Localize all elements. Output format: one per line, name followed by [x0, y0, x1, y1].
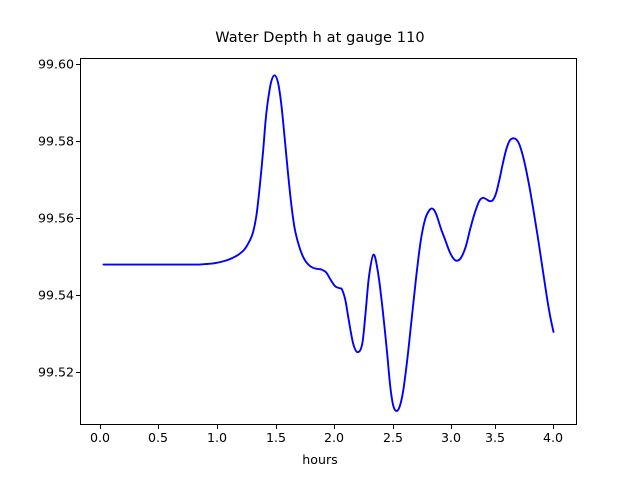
x-axis-tick-mark	[217, 425, 219, 429]
x-axis-tick-label: 3.0	[440, 430, 462, 445]
x-axis-tick-mark	[393, 425, 395, 429]
y-axis-tick-label: 99.54	[37, 287, 74, 303]
x-axis-tick-label: 2.5	[382, 430, 404, 445]
x-axis-tick-mark	[276, 425, 278, 429]
y-axis-tick-mark	[76, 64, 80, 66]
y-axis-tick-mark	[76, 218, 80, 220]
x-axis-tick-label: 4.0	[542, 430, 564, 445]
x-axis-tick-label: 3.5	[484, 430, 506, 445]
x-axis-tick-label: 0.5	[147, 430, 169, 445]
x-axis-tick-mark	[100, 425, 102, 429]
y-axis-tick-label: 99.58	[37, 133, 74, 149]
y-axis-tick-mark	[76, 295, 80, 297]
data-series-line	[102, 74, 555, 412]
x-axis-tick-mark	[451, 425, 453, 429]
x-axis-tick-mark	[334, 425, 336, 429]
x-axis-label: hours	[302, 452, 338, 467]
x-axis-tick-mark	[553, 425, 555, 429]
x-axis-tick-label: 0.0	[89, 430, 111, 445]
y-axis-tick-label: 99.60	[37, 56, 74, 72]
y-axis-tick-labels: 99.60 99.58 99.56 99.54 99.52	[6, 0, 74, 480]
x-axis-tick-label: 2.0	[323, 430, 345, 445]
y-axis-tick-mark	[76, 372, 80, 374]
page-title: Water Depth h at gauge 110	[215, 30, 425, 46]
plot-area	[80, 58, 577, 425]
x-axis-tick-label: 1.0	[206, 430, 228, 445]
x-axis-tick-mark	[158, 425, 160, 429]
y-axis-tick-mark	[76, 141, 80, 143]
y-axis-tick-label: 99.56	[37, 210, 74, 226]
y-axis-tick-label: 99.52	[37, 364, 74, 380]
x-axis-tick-label: 1.5	[265, 430, 287, 445]
line-chart-svg	[102, 74, 555, 412]
x-axis-tick-mark	[495, 425, 497, 429]
